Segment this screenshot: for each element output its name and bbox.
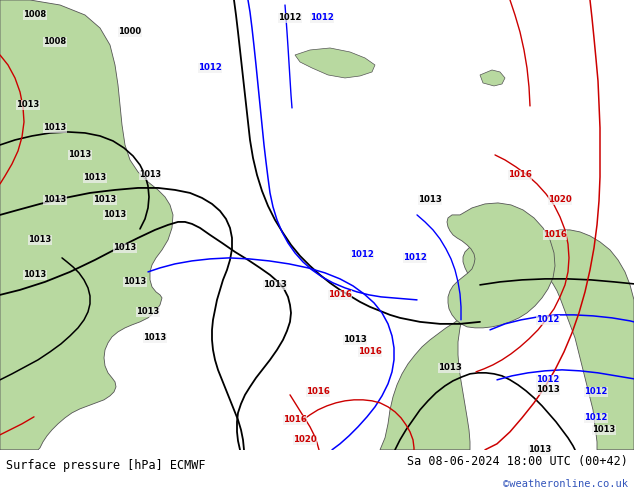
Text: 1016: 1016 (283, 416, 307, 424)
Text: 1013: 1013 (43, 123, 67, 132)
Text: 1012: 1012 (310, 14, 334, 23)
Text: 1012: 1012 (536, 375, 560, 384)
Text: 1013: 1013 (263, 280, 287, 290)
Text: 1012: 1012 (350, 250, 374, 259)
Text: 1012: 1012 (585, 387, 607, 396)
Text: 1016: 1016 (508, 171, 532, 179)
Text: Sa 08-06-2024 18:00 UTC (00+42): Sa 08-06-2024 18:00 UTC (00+42) (407, 455, 628, 467)
Text: 1013: 1013 (136, 307, 160, 317)
Text: 1012: 1012 (536, 316, 560, 324)
Text: 1020: 1020 (548, 196, 572, 204)
Text: 1013: 1013 (124, 277, 146, 286)
Polygon shape (0, 0, 173, 450)
Text: 1016: 1016 (543, 230, 567, 240)
Text: 1008: 1008 (44, 37, 67, 47)
Text: 1000: 1000 (119, 27, 141, 36)
Text: 1013: 1013 (29, 235, 51, 245)
Polygon shape (295, 48, 375, 78)
Polygon shape (447, 203, 555, 328)
Text: 1013: 1013 (528, 445, 552, 454)
Text: 1012: 1012 (403, 253, 427, 263)
Text: 1013: 1013 (143, 333, 167, 343)
Text: 1012: 1012 (198, 64, 222, 73)
Text: 1013: 1013 (93, 196, 117, 204)
Text: 1013: 1013 (43, 196, 67, 204)
Text: Surface pressure [hPa] ECMWF: Surface pressure [hPa] ECMWF (6, 459, 206, 471)
Text: 1013: 1013 (438, 364, 462, 372)
Text: 1016: 1016 (306, 387, 330, 396)
Text: 1013: 1013 (536, 385, 560, 394)
Text: 1013: 1013 (68, 150, 92, 159)
Text: 1013: 1013 (84, 173, 107, 182)
Text: 1013: 1013 (343, 335, 367, 344)
Text: 1012: 1012 (278, 14, 302, 23)
Polygon shape (480, 70, 505, 86)
Text: 1016: 1016 (358, 347, 382, 356)
Text: 1012: 1012 (585, 414, 607, 422)
Text: 1013: 1013 (418, 196, 442, 204)
Text: 1013: 1013 (16, 100, 39, 109)
Text: 1013: 1013 (139, 171, 161, 179)
Text: 1013: 1013 (113, 244, 136, 252)
Polygon shape (380, 230, 634, 450)
Text: ©weatheronline.co.uk: ©weatheronline.co.uk (503, 479, 628, 489)
Text: 1013: 1013 (103, 210, 127, 220)
Text: 1020: 1020 (293, 435, 317, 444)
Text: 1008: 1008 (23, 10, 46, 20)
Text: 1016: 1016 (328, 291, 352, 299)
Text: 1013: 1013 (23, 270, 47, 279)
Text: 1013: 1013 (592, 425, 616, 434)
